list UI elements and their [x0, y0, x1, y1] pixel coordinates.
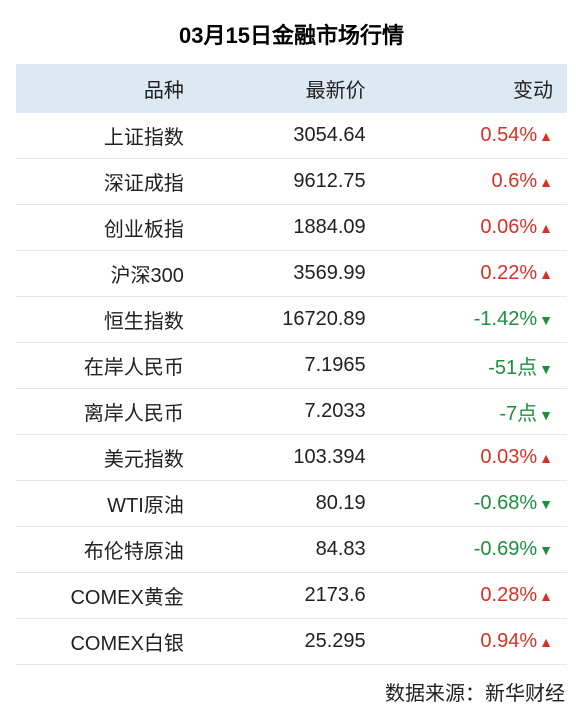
table-row: 沪深3003569.990.22%▲ [16, 251, 567, 297]
cell-instrument-name: WTI原油 [16, 481, 198, 527]
table-row: 离岸人民币7.2033-7点▼ [16, 389, 567, 435]
col-header-price: 最新价 [198, 64, 380, 113]
table-row: 美元指数103.3940.03%▲ [16, 435, 567, 481]
cell-change: 0.54%▲ [380, 113, 567, 159]
cell-instrument-name: 在岸人民币 [16, 343, 198, 389]
cell-change: -51点▼ [380, 343, 567, 389]
arrow-down-icon: ▼ [539, 496, 553, 512]
cell-change: 0.94%▲ [380, 619, 567, 665]
table-row: 创业板指1884.090.06%▲ [16, 205, 567, 251]
arrow-down-icon: ▼ [539, 542, 553, 558]
table-row: COMEX黄金2173.60.28%▲ [16, 573, 567, 619]
page-title: 03月15日金融市场行情 [16, 8, 567, 64]
cell-change: 0.22%▲ [380, 251, 567, 297]
cell-price: 3569.99 [198, 251, 380, 297]
cell-change: -0.68%▼ [380, 481, 567, 527]
table-body: 上证指数3054.640.54%▲深证成指9612.750.6%▲创业板指188… [16, 113, 567, 665]
arrow-up-icon: ▲ [539, 266, 553, 282]
table-row: WTI原油80.19-0.68%▼ [16, 481, 567, 527]
cell-instrument-name: 布伦特原油 [16, 527, 198, 573]
cell-instrument-name: 恒生指数 [16, 297, 198, 343]
cell-price: 2173.6 [198, 573, 380, 619]
col-header-name: 品种 [16, 64, 198, 113]
table-row: 恒生指数16720.89-1.42%▼ [16, 297, 567, 343]
cell-price: 1884.09 [198, 205, 380, 251]
cell-price: 80.19 [198, 481, 380, 527]
cell-instrument-name: 深证成指 [16, 159, 198, 205]
table-row: 布伦特原油84.83-0.69%▼ [16, 527, 567, 573]
cell-instrument-name: COMEX白银 [16, 619, 198, 665]
arrow-down-icon: ▼ [539, 407, 553, 423]
cell-change: 0.03%▲ [380, 435, 567, 481]
data-source-label: 数据来源：新华财经 [16, 665, 567, 714]
cell-instrument-name: COMEX黄金 [16, 573, 198, 619]
cell-price: 25.295 [198, 619, 380, 665]
cell-change: 0.28%▲ [380, 573, 567, 619]
arrow-up-icon: ▲ [539, 450, 553, 466]
cell-instrument-name: 上证指数 [16, 113, 198, 159]
arrow-up-icon: ▲ [539, 588, 553, 604]
table-row: 在岸人民币7.1965-51点▼ [16, 343, 567, 389]
cell-instrument-name: 离岸人民币 [16, 389, 198, 435]
cell-price: 103.394 [198, 435, 380, 481]
table-header-row: 品种 最新价 变动 [16, 64, 567, 113]
cell-price: 16720.89 [198, 297, 380, 343]
arrow-down-icon: ▼ [539, 361, 553, 377]
arrow-up-icon: ▲ [539, 634, 553, 650]
cell-change: -1.42%▼ [380, 297, 567, 343]
market-table-container: 03月15日金融市场行情 品种 最新价 变动 上证指数3054.640.54%▲… [0, 0, 583, 722]
arrow-up-icon: ▲ [539, 128, 553, 144]
arrow-up-icon: ▲ [539, 220, 553, 236]
table-row: 深证成指9612.750.6%▲ [16, 159, 567, 205]
table-row: COMEX白银25.2950.94%▲ [16, 619, 567, 665]
market-table: 品种 最新价 变动 上证指数3054.640.54%▲深证成指9612.750.… [16, 64, 567, 665]
cell-change: -7点▼ [380, 389, 567, 435]
arrow-down-icon: ▼ [539, 312, 553, 328]
table-row: 上证指数3054.640.54%▲ [16, 113, 567, 159]
cell-price: 7.1965 [198, 343, 380, 389]
cell-price: 9612.75 [198, 159, 380, 205]
col-header-change: 变动 [380, 64, 567, 113]
cell-instrument-name: 沪深300 [16, 251, 198, 297]
cell-instrument-name: 美元指数 [16, 435, 198, 481]
cell-price: 7.2033 [198, 389, 380, 435]
cell-change: 0.6%▲ [380, 159, 567, 205]
cell-price: 3054.64 [198, 113, 380, 159]
cell-price: 84.83 [198, 527, 380, 573]
cell-change: -0.69%▼ [380, 527, 567, 573]
arrow-up-icon: ▲ [539, 174, 553, 190]
cell-instrument-name: 创业板指 [16, 205, 198, 251]
cell-change: 0.06%▲ [380, 205, 567, 251]
